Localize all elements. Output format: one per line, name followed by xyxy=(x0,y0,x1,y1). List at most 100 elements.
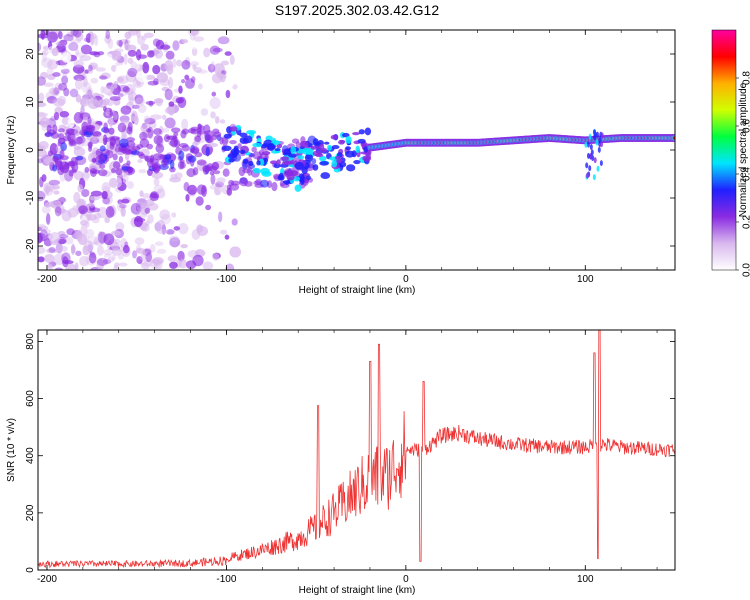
heatmap-cell xyxy=(345,135,352,144)
heatmap-cell xyxy=(80,224,88,236)
heatmap-cell xyxy=(588,133,592,140)
heatmap-cell xyxy=(75,52,86,58)
heatmap-cell xyxy=(173,226,181,231)
heatmap-cell xyxy=(118,262,128,267)
heatmap-cell xyxy=(261,151,271,156)
heatmap-cell xyxy=(99,163,106,169)
heatmap-cell xyxy=(108,127,115,135)
heatmap-cell xyxy=(310,145,320,150)
heatmap-cell xyxy=(49,232,61,244)
heatmap-cell xyxy=(183,181,190,192)
heatmap-cell xyxy=(38,42,42,52)
heatmap-cell xyxy=(117,122,127,133)
heatmap-cell xyxy=(166,64,174,75)
heatmap-cell xyxy=(60,68,70,74)
heatmap-cell xyxy=(185,193,190,202)
heatmap-cell xyxy=(121,198,130,204)
heatmap-cell xyxy=(74,78,83,90)
heatmap-cell xyxy=(87,89,93,99)
heatmap-cell xyxy=(57,95,67,106)
heatmap-cell xyxy=(118,38,131,45)
y-tick-label: 400 xyxy=(25,447,36,464)
heatmap-cell xyxy=(130,110,138,123)
y-tick-label: 10 xyxy=(25,96,36,108)
heatmap-cell xyxy=(206,142,219,148)
heatmap-cell xyxy=(58,234,69,239)
heatmap-cell xyxy=(239,149,246,155)
heatmap-cell xyxy=(219,73,227,80)
heatmap-cell xyxy=(101,182,111,194)
y-tick-label: 200 xyxy=(25,504,36,521)
heatmap-cell xyxy=(152,257,164,265)
heatmap-cell xyxy=(118,39,123,48)
heatmap-cell xyxy=(192,254,204,267)
heatmap-cell xyxy=(89,207,101,213)
heatmap-cell xyxy=(75,250,82,257)
heatmap-cell xyxy=(225,89,231,99)
heatmap-cell xyxy=(136,151,144,157)
heatmap-cell xyxy=(194,135,202,143)
heatmap-cell xyxy=(111,254,116,260)
heatmap-cell xyxy=(38,232,43,244)
heatmap-cell xyxy=(73,170,84,181)
heatmap-cell xyxy=(73,112,84,124)
heatmap-cell xyxy=(330,134,338,140)
heatmap-cell xyxy=(38,256,45,263)
heatmap-cell xyxy=(231,218,238,226)
heatmap-cell xyxy=(112,161,121,169)
heatmap-cell xyxy=(89,196,95,209)
heatmap-cell xyxy=(88,146,93,152)
heatmap-cell xyxy=(109,136,116,146)
heatmap-cell xyxy=(357,138,366,144)
heatmap-cell xyxy=(178,150,185,161)
heatmap-cell xyxy=(63,87,70,97)
heatmap-cell xyxy=(225,263,235,270)
heatmap-cell xyxy=(151,171,164,179)
heatmap-cell xyxy=(216,177,226,184)
heatmap-cell xyxy=(153,184,164,194)
heatmap-cell xyxy=(163,134,171,143)
heatmap-cell xyxy=(169,235,180,242)
heatmap-cell xyxy=(53,111,60,121)
heatmap-cell xyxy=(243,135,253,144)
heatmap-cell xyxy=(54,206,62,217)
heatmap-cell xyxy=(38,141,49,150)
heatmap-cell xyxy=(209,170,215,176)
heatmap-cell xyxy=(103,128,110,134)
heatmap-cell xyxy=(146,157,154,168)
heatmap-cell xyxy=(90,77,99,84)
heatmap-cell xyxy=(215,72,225,78)
heatmap-cell xyxy=(123,53,128,65)
heatmap-cell xyxy=(68,169,74,177)
heatmap-cell xyxy=(187,184,198,195)
heatmap-cell xyxy=(126,137,136,142)
heatmap-cell xyxy=(130,61,137,69)
heatmap-cell xyxy=(45,213,51,225)
heatmap-cell xyxy=(207,63,216,73)
heatmap-cell xyxy=(299,140,309,148)
heatmap-cell xyxy=(345,146,352,151)
heatmap-cell xyxy=(252,167,261,174)
heatmap-cell xyxy=(52,124,58,135)
heatmap-cell xyxy=(145,100,156,105)
heatmap-cell xyxy=(181,59,191,70)
colorbar: 0.0 0.2 0.4 0.6 0.8 Normalized spectral ampl… xyxy=(711,29,750,277)
heatmap-cell xyxy=(80,105,85,116)
heatmap-cell xyxy=(38,76,47,86)
heatmap-cell xyxy=(75,136,83,145)
heatmap-cell xyxy=(59,110,70,118)
heatmap-cell xyxy=(80,98,87,106)
heatmap-cell xyxy=(261,170,272,177)
heatmap-cell xyxy=(62,256,69,268)
heatmap-cell xyxy=(136,201,146,213)
heatmap-cell xyxy=(169,237,181,248)
heatmap-cell xyxy=(248,160,254,167)
snr-x-ticks: -200 -100 0 100 xyxy=(37,330,658,585)
heatmap-cell xyxy=(154,241,164,247)
heatmap-cell xyxy=(38,158,43,164)
heatmap-cell xyxy=(87,116,92,126)
heatmap-cell xyxy=(593,157,597,164)
heatmap-cell xyxy=(68,138,76,145)
heatmap-cell xyxy=(197,123,202,134)
heatmap-cell xyxy=(137,35,146,46)
